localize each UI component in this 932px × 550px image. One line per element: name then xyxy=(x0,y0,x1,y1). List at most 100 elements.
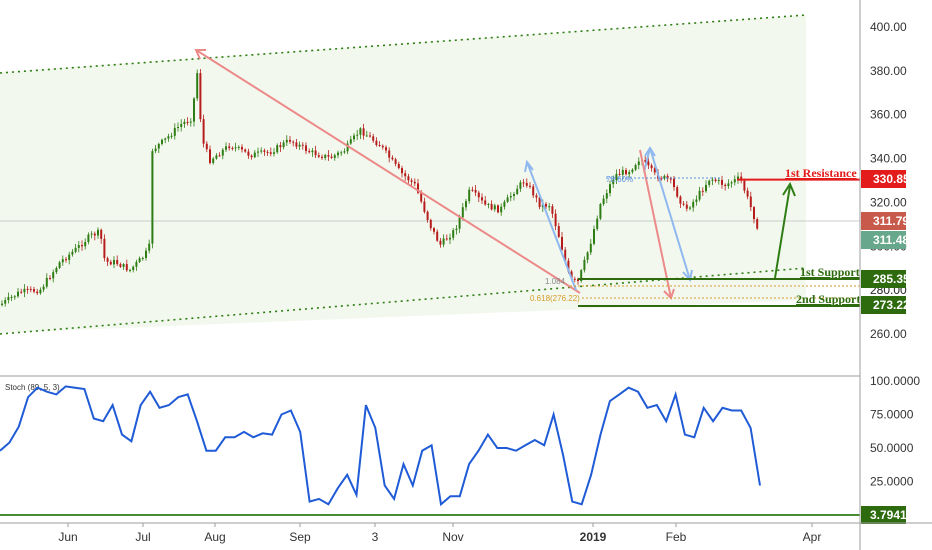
candle-body xyxy=(346,143,349,152)
candle-body xyxy=(413,181,416,184)
candle-body xyxy=(212,158,215,163)
candle-body xyxy=(65,259,67,261)
candle-body xyxy=(205,143,208,150)
candle-body xyxy=(36,291,39,294)
candle-body xyxy=(337,152,339,156)
candle-body xyxy=(570,271,573,279)
fib-lower-label-b: 0.618(276.22) xyxy=(530,294,580,303)
candle-body xyxy=(196,73,199,99)
price-tick-label: 360.00 xyxy=(870,108,907,122)
candle-body xyxy=(71,251,74,255)
candle-body xyxy=(746,190,749,197)
candle-body xyxy=(273,152,275,154)
candle-body xyxy=(695,199,698,202)
candle-body xyxy=(394,159,397,164)
candle-body xyxy=(481,197,483,201)
candle-body xyxy=(615,173,618,181)
candle-body xyxy=(612,180,615,185)
candle-body xyxy=(445,238,448,240)
time-tick-label: 3 xyxy=(372,530,379,544)
candle-body xyxy=(564,249,567,261)
candle-body xyxy=(593,229,595,244)
candle-body xyxy=(244,149,247,152)
blue-arrow-left xyxy=(526,161,577,291)
candle-body xyxy=(170,135,173,137)
candle-body xyxy=(327,155,330,157)
candle-body xyxy=(756,219,759,229)
candle-body xyxy=(637,161,640,166)
candle-body xyxy=(471,189,474,191)
candle-body xyxy=(711,179,714,181)
candle-body xyxy=(298,144,301,147)
candle-body xyxy=(650,165,653,169)
candle-body xyxy=(503,201,506,207)
candle-body xyxy=(679,196,682,204)
candle-body xyxy=(330,156,333,158)
fib-lower-label-a: 1.084 xyxy=(545,277,566,286)
price-tag xyxy=(861,231,906,249)
candle-body xyxy=(183,121,186,125)
candle-body xyxy=(279,145,282,148)
stoch-tick-label: 75.0000 xyxy=(870,408,914,422)
candle-body xyxy=(141,257,144,259)
candle-body xyxy=(26,288,29,290)
candle-body xyxy=(276,145,279,153)
candle-body xyxy=(609,184,611,194)
green-arrow-up xyxy=(774,185,791,279)
candle-body xyxy=(753,207,755,220)
candle-body xyxy=(461,207,464,218)
price-tag-label: 285.35 xyxy=(873,272,910,286)
candle-body xyxy=(292,141,295,143)
candle-body xyxy=(20,291,23,293)
candle-body xyxy=(308,151,311,153)
candle-body xyxy=(180,124,183,127)
candle-body xyxy=(365,135,368,137)
candle-body xyxy=(135,261,138,267)
candle-body xyxy=(132,266,135,270)
candle-body xyxy=(381,145,384,148)
candle-body xyxy=(714,179,717,182)
time-tick-label: Feb xyxy=(666,530,687,544)
time-tick-label: Aug xyxy=(204,530,225,544)
down-trend-arrowhead xyxy=(194,49,206,60)
candle-body xyxy=(23,288,26,293)
candle-body xyxy=(317,155,320,157)
candle-body xyxy=(500,206,503,213)
candle-body xyxy=(119,264,122,267)
candle-body xyxy=(321,156,323,158)
candle-body xyxy=(477,192,480,198)
candle-body xyxy=(29,288,32,290)
candle-body xyxy=(487,203,490,205)
candle-body xyxy=(429,219,432,229)
candle-body xyxy=(401,168,403,174)
candle-body xyxy=(145,250,147,258)
candle-body xyxy=(241,146,243,150)
blue-arrow-right-up xyxy=(643,147,651,173)
candle-body xyxy=(522,182,525,184)
candle-body xyxy=(433,228,435,232)
candle-body xyxy=(708,180,711,185)
candle-body xyxy=(68,254,71,260)
candle-body xyxy=(177,126,179,128)
candle-body xyxy=(45,277,48,287)
candle-body xyxy=(743,180,746,191)
candle-body xyxy=(58,262,61,268)
time-tick-label: Jun xyxy=(58,530,77,544)
candle-body xyxy=(221,149,224,156)
candle-body xyxy=(199,73,202,120)
price-tick-label: 320.00 xyxy=(870,195,907,209)
candle-body xyxy=(519,182,522,189)
candle-body xyxy=(122,264,125,267)
candle-body xyxy=(311,150,314,153)
fib-upper-label: 78.60% xyxy=(606,175,633,184)
stoch-value-label: 3.7941 xyxy=(870,508,907,522)
candle-body xyxy=(577,279,579,282)
candle-body xyxy=(225,146,227,150)
candle-body xyxy=(100,229,103,239)
candle-body xyxy=(673,178,675,188)
stoch-line xyxy=(0,385,761,507)
candle-body xyxy=(621,169,624,175)
price-pane: 78.60% 1.084 0.618(276.22) 1st Resistanc… xyxy=(0,14,860,335)
